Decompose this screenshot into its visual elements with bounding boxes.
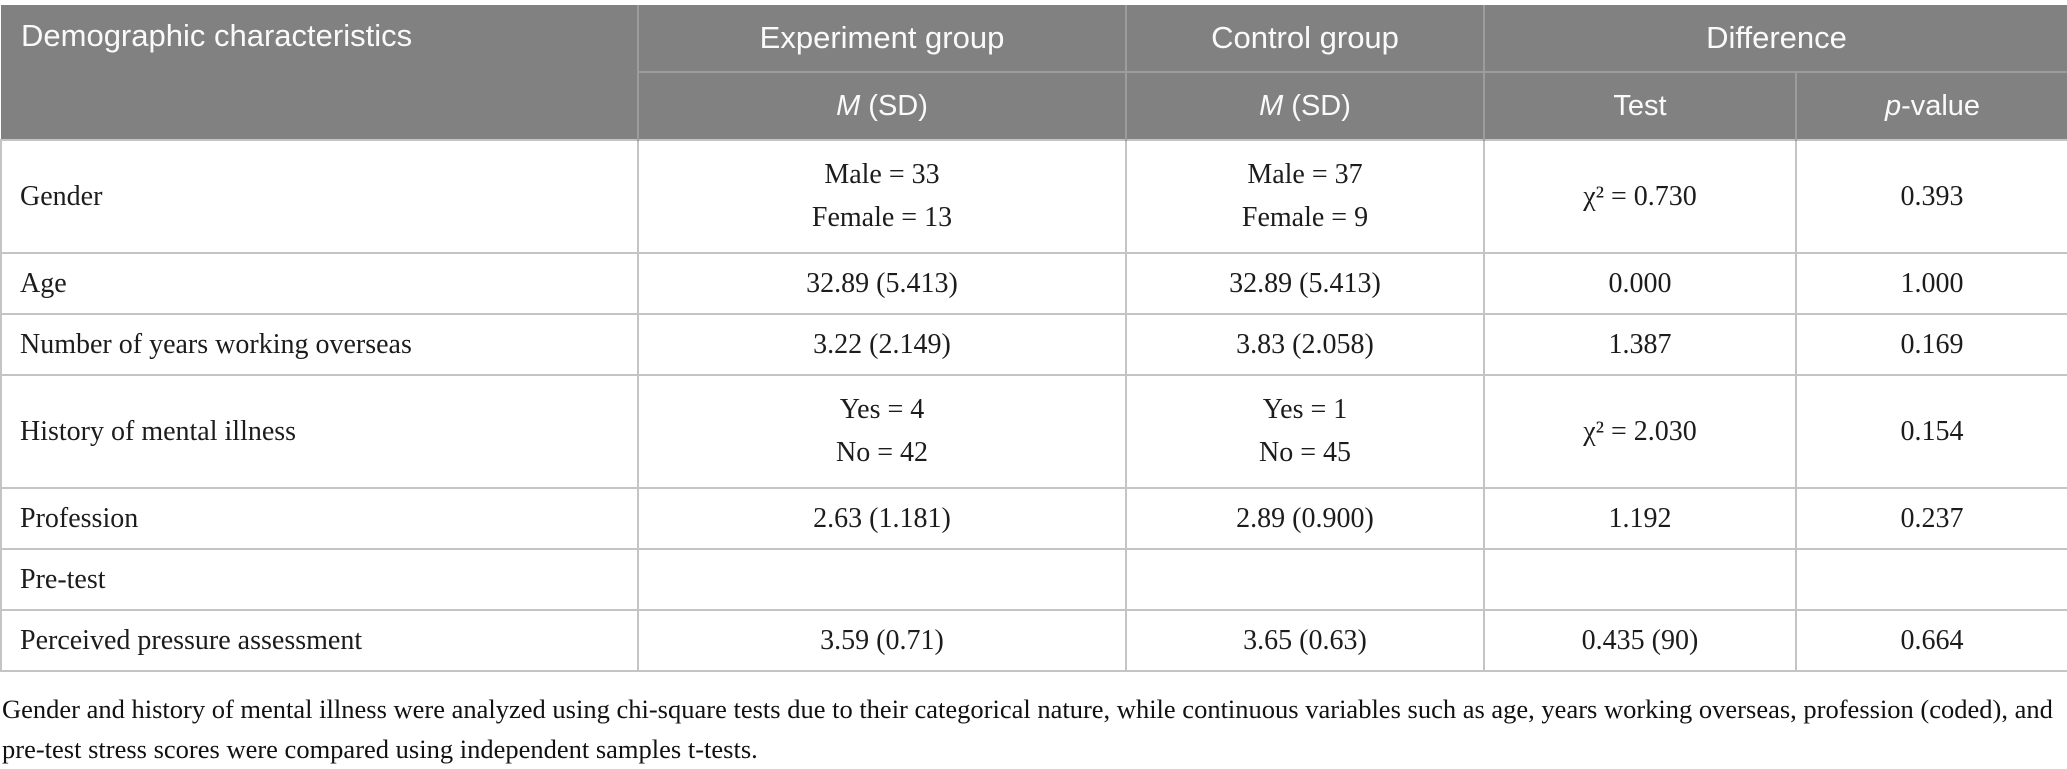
cell-line: Yes = 1: [1262, 393, 1348, 425]
cell-control: Male = 37 Female = 9: [1125, 139, 1485, 254]
cell-experiment: [637, 548, 1127, 611]
row-label: Number of years working overseas: [0, 313, 639, 376]
header-experiment-group: Experiment group: [638, 5, 1126, 73]
cell-control: 3.65 (0.63): [1125, 609, 1485, 672]
cell-line: Yes = 4: [839, 393, 925, 425]
value-label: -value: [1901, 89, 1981, 122]
cell-experiment: 32.89 (5.413): [637, 252, 1127, 315]
cell-line: No = 42: [835, 437, 928, 468]
cell-experiment: 3.22 (2.149): [637, 313, 1127, 376]
cell-test: χ² = 2.030: [1483, 374, 1797, 489]
cell-experiment: 3.59 (0.71): [637, 609, 1127, 672]
header-p-value: p-value: [1794, 72, 2067, 140]
header-experiment-msd: M (SD): [638, 72, 1126, 140]
cell-test: 0.000: [1483, 252, 1797, 315]
table-row-profession: Profession 2.63 (1.181) 2.89 (0.900) 1.1…: [0, 487, 2067, 550]
msd-sd-label: (SD): [860, 89, 928, 122]
cell-test: 1.192: [1483, 487, 1797, 550]
cell-line: No = 45: [1258, 437, 1351, 468]
cell-p-value: 0.154: [1794, 374, 2067, 489]
row-label: Pre-test: [0, 548, 639, 611]
cell-p-value: 0.169: [1794, 313, 2067, 376]
cell-p-value: 0.237: [1794, 487, 2067, 550]
table-row-age: Age 32.89 (5.413) 32.89 (5.413) 0.000 1.…: [0, 252, 2067, 315]
row-label: History of mental illness: [0, 374, 639, 489]
table-row-mental-illness-history: History of mental illness Yes = 4 No = 4…: [0, 374, 2067, 489]
msd-sd-label: (SD): [1283, 89, 1351, 122]
row-label: Profession: [0, 487, 639, 550]
msd-m-label: M: [1259, 89, 1284, 122]
table-header: Demographic characteristics Experiment g…: [1, 5, 2067, 140]
table-body: Gender Male = 33 Female = 13 Male = 37 F…: [0, 139, 2067, 672]
cell-test: χ² = 0.730: [1483, 139, 1797, 254]
table-row-perceived-pressure: Perceived pressure assessment 3.59 (0.71…: [0, 609, 2067, 672]
cell-p-value: 0.664: [1794, 609, 2067, 672]
demographics-table: Demographic characteristics Experiment g…: [0, 5, 2067, 672]
header-control-group: Control group: [1125, 5, 1484, 73]
cell-line: Male = 37: [1247, 158, 1363, 190]
p-label: p: [1884, 89, 1902, 122]
table-footnote: Gender and history of mental illness wer…: [2, 694, 2053, 764]
cell-line: Female = 13: [811, 202, 953, 233]
table-row-pre-test: Pre-test: [0, 548, 2067, 611]
cell-test: 0.435 (90): [1483, 609, 1797, 672]
msd-m-label: M: [836, 89, 861, 122]
table-row-years-overseas: Number of years working overseas 3.22 (2…: [0, 313, 2067, 376]
header-demographic-characteristics: Demographic characteristics: [1, 5, 639, 140]
cell-control: 32.89 (5.413): [1125, 252, 1485, 315]
header-control-msd: M (SD): [1125, 72, 1484, 140]
row-label: Perceived pressure assessment: [0, 609, 639, 672]
cell-control: Yes = 1 No = 45: [1125, 374, 1485, 489]
table-row-gender: Gender Male = 33 Female = 13 Male = 37 F…: [0, 139, 2067, 254]
cell-control: 3.83 (2.058): [1125, 313, 1485, 376]
cell-experiment: 2.63 (1.181): [637, 487, 1127, 550]
row-label: Gender: [0, 139, 639, 254]
cell-experiment: Yes = 4 No = 42: [637, 374, 1127, 489]
cell-test: [1483, 548, 1797, 611]
row-label: Age: [0, 252, 639, 315]
header-difference: Difference: [1482, 5, 2067, 73]
header-test: Test: [1483, 72, 1796, 140]
cell-test: 1.387: [1483, 313, 1797, 376]
cell-line: Male = 33: [824, 158, 940, 190]
cell-p-value: [1794, 548, 2067, 611]
cell-control: 2.89 (0.900): [1125, 487, 1485, 550]
cell-control: [1125, 548, 1485, 611]
cell-line: Female = 9: [1241, 202, 1369, 233]
cell-p-value: 1.000: [1794, 252, 2067, 315]
cell-p-value: 0.393: [1794, 139, 2067, 254]
cell-experiment: Male = 33 Female = 13: [637, 139, 1127, 254]
